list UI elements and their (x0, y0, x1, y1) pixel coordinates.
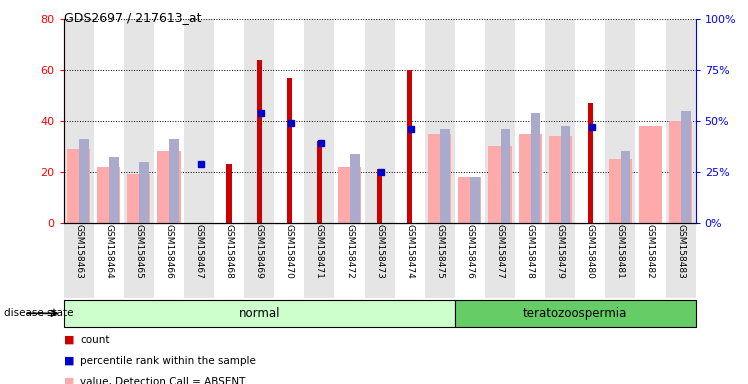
Bar (97, 167, 120, 223)
Bar (425, 19, 455, 223)
Bar (109, 157, 119, 223)
Text: GSM158463: GSM158463 (74, 224, 83, 279)
Bar (227, 164, 232, 223)
Bar (127, 174, 150, 223)
Bar (67, 149, 91, 223)
Text: GSM158464: GSM158464 (104, 224, 113, 279)
Text: GSM158478: GSM158478 (526, 224, 535, 279)
Text: GSM158479: GSM158479 (556, 224, 565, 279)
Text: GSM158474: GSM158474 (405, 224, 414, 279)
Bar (257, 60, 262, 223)
Bar (441, 129, 450, 223)
Bar (304, 223, 334, 298)
Bar (530, 113, 540, 223)
Bar (545, 19, 575, 223)
Bar (605, 19, 636, 223)
Bar (666, 223, 696, 298)
Text: GSM158468: GSM158468 (224, 224, 233, 279)
Text: GSM158466: GSM158466 (165, 224, 174, 279)
Bar (666, 19, 696, 223)
Text: ■: ■ (64, 335, 74, 345)
Bar (459, 177, 482, 223)
Bar (485, 223, 515, 298)
Text: GSM158467: GSM158467 (194, 224, 203, 279)
Bar (561, 126, 570, 223)
Text: GSM158477: GSM158477 (495, 224, 504, 279)
Bar (157, 152, 180, 223)
Text: disease state: disease state (4, 308, 73, 318)
Bar (64, 300, 455, 327)
Text: GSM158469: GSM158469 (255, 224, 264, 279)
Bar (621, 152, 631, 223)
Text: ■: ■ (64, 356, 74, 366)
Text: GSM158480: GSM158480 (586, 224, 595, 279)
Bar (588, 103, 593, 223)
Bar (364, 19, 395, 223)
Bar (609, 159, 632, 223)
Bar (317, 141, 322, 223)
Text: GSM158470: GSM158470 (285, 224, 294, 279)
Text: count: count (80, 335, 109, 345)
Bar (545, 223, 575, 298)
Bar (428, 134, 451, 223)
Text: GDS2697 / 217613_at: GDS2697 / 217613_at (64, 12, 201, 25)
Text: ■: ■ (64, 377, 74, 384)
Text: GSM158465: GSM158465 (135, 224, 144, 279)
Bar (139, 162, 149, 223)
Bar (639, 126, 662, 223)
Bar (485, 19, 515, 223)
Bar (170, 139, 179, 223)
Bar (64, 223, 94, 298)
Text: GSM158473: GSM158473 (375, 224, 384, 279)
Text: value, Detection Call = ABSENT: value, Detection Call = ABSENT (80, 377, 245, 384)
Bar (244, 19, 275, 223)
Bar (184, 223, 214, 298)
Text: percentile rank within the sample: percentile rank within the sample (80, 356, 256, 366)
Text: GSM158472: GSM158472 (345, 224, 354, 279)
Bar (123, 19, 154, 223)
Bar (470, 177, 480, 223)
Bar (455, 300, 696, 327)
Bar (488, 146, 512, 223)
Bar (500, 129, 510, 223)
Bar (350, 154, 360, 223)
Bar (79, 139, 88, 223)
Bar (425, 223, 455, 298)
Text: GSM158482: GSM158482 (646, 224, 655, 279)
Bar (364, 223, 395, 298)
Bar (669, 121, 692, 223)
Bar (605, 223, 636, 298)
Bar (304, 19, 334, 223)
Bar (407, 70, 412, 223)
Bar (548, 136, 571, 223)
Bar (244, 223, 275, 298)
Bar (184, 19, 214, 223)
Text: GSM158483: GSM158483 (676, 224, 685, 279)
Text: normal: normal (239, 307, 280, 320)
Bar (64, 19, 94, 223)
Bar (286, 78, 292, 223)
Bar (123, 223, 154, 298)
Text: GSM158476: GSM158476 (465, 224, 474, 279)
Bar (338, 167, 361, 223)
Text: teratozoospermia: teratozoospermia (523, 307, 628, 320)
Text: GSM158471: GSM158471 (315, 224, 324, 279)
Bar (681, 111, 690, 223)
Text: GSM158475: GSM158475 (435, 224, 444, 279)
Bar (518, 134, 542, 223)
Bar (377, 169, 382, 223)
Text: GSM158481: GSM158481 (616, 224, 625, 279)
